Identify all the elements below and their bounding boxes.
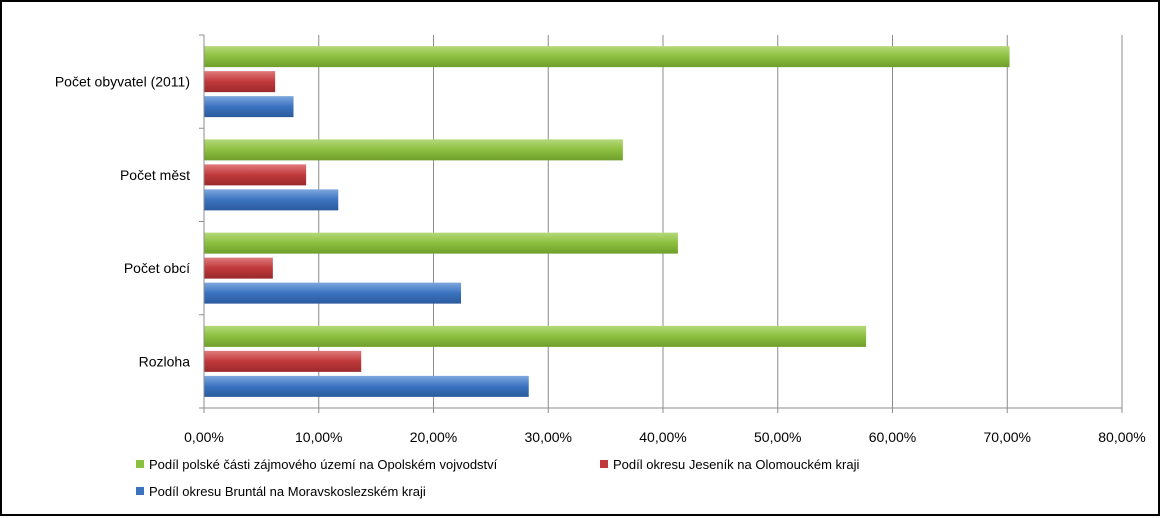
- bar-pocet-obyvatel-2011-series-1: [204, 46, 1010, 68]
- x-tick-label: 10,00%: [295, 429, 342, 445]
- bar-pocet-obci-series-1: [204, 232, 678, 254]
- legend-label: Podíl okresu Bruntál na Moravskoslezském…: [149, 484, 426, 499]
- category-label: Počet obyvatel (2011): [55, 74, 190, 90]
- x-tick-label: 50,00%: [754, 429, 801, 445]
- bar-pocet-obci-series-2: [204, 257, 273, 279]
- legend: Podíl polské části zájmového území na Op…: [136, 457, 859, 499]
- x-tick-label: 0,00%: [184, 429, 224, 445]
- gridlines: [318, 35, 1123, 408]
- x-tick-label: 80,00%: [1098, 429, 1145, 445]
- legend-swatch: [136, 460, 144, 468]
- category-label: Rozloha: [139, 353, 191, 369]
- bar-rozloha-series-3: [204, 375, 529, 397]
- x-tick-label: 30,00%: [525, 429, 572, 445]
- legend-label: Podíl okresu Jeseník na Olomouckém kraji: [613, 457, 859, 472]
- bar-rozloha-series-1: [204, 325, 867, 347]
- category-label: Počet obcí: [124, 260, 190, 276]
- bar-pocet-mest-series-2: [204, 164, 307, 186]
- bars: [204, 46, 1010, 397]
- category-label: Počet měst: [120, 167, 190, 183]
- x-tick-label: 70,00%: [984, 429, 1031, 445]
- bar-pocet-obyvatel-2011-series-3: [204, 96, 294, 118]
- legend-label: Podíl polské části zájmového území na Op…: [149, 457, 498, 472]
- axis-labels: 0,00% 10,00% 20,00% 30,00% 40,00% 50,00% 60,00…: [55, 74, 1146, 445]
- x-tick-label: 60,00%: [869, 429, 916, 445]
- bar-rozloha-series-2: [204, 350, 362, 372]
- bar-pocet-mest-series-1: [204, 139, 623, 161]
- axes: [199, 34, 1123, 413]
- bar-pocet-obci-series-3: [204, 282, 462, 304]
- x-tick-label: 40,00%: [639, 429, 686, 445]
- legend-swatch: [136, 487, 144, 495]
- x-tick-label: 20,00%: [410, 429, 457, 445]
- legend-swatch: [600, 460, 608, 468]
- bar-pocet-obyvatel-2011-series-2: [204, 71, 276, 93]
- bar-pocet-mest-series-3: [204, 189, 339, 211]
